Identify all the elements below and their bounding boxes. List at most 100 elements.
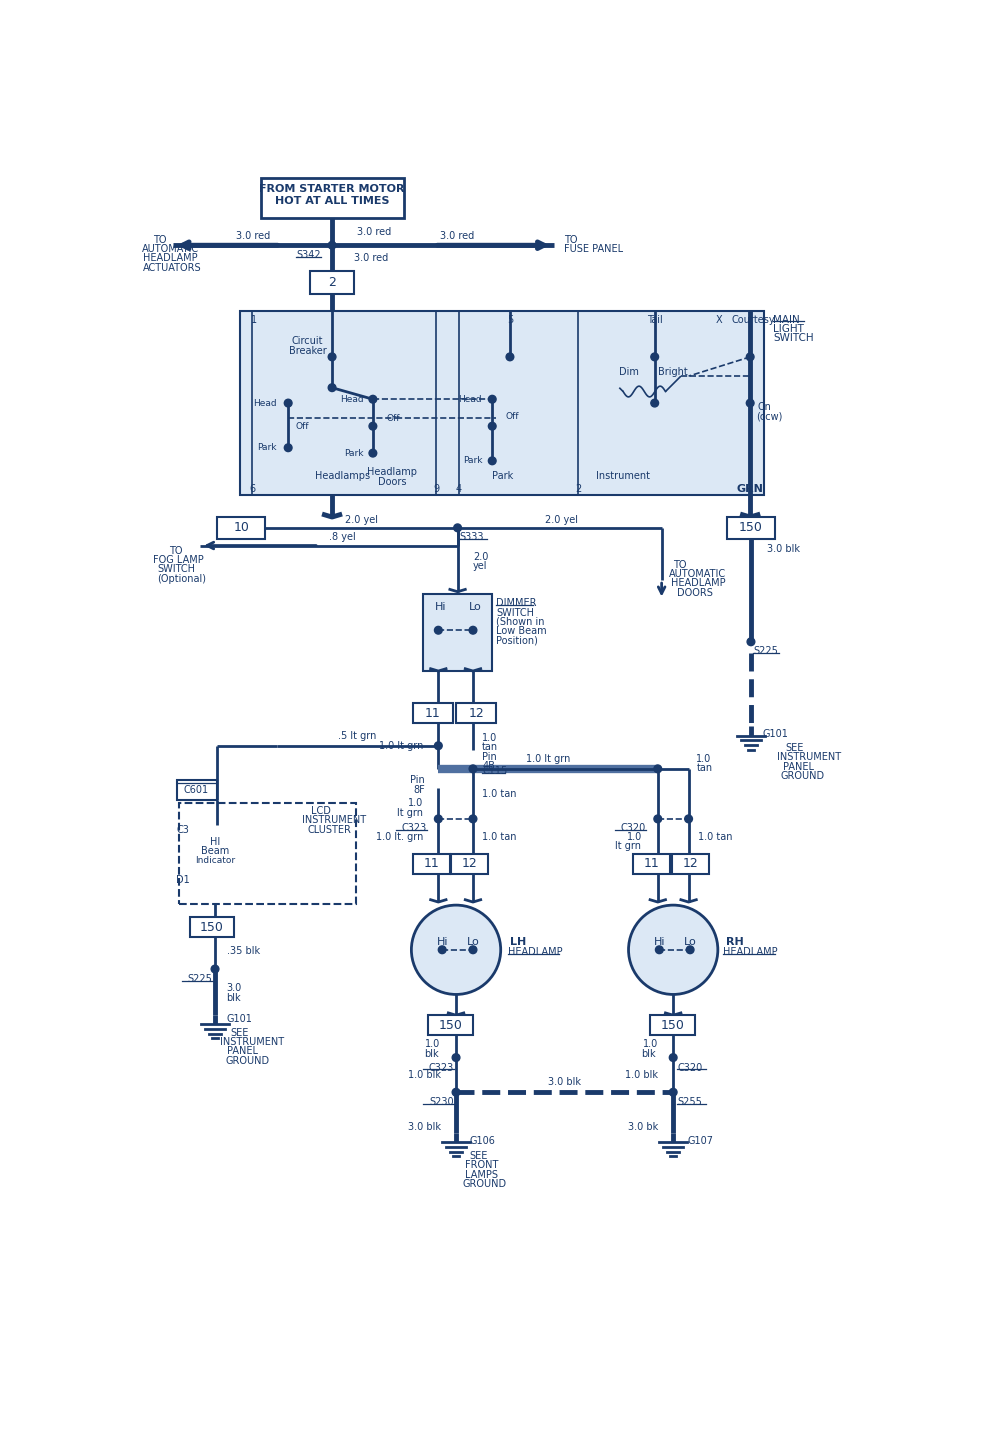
Bar	[310, 271, 354, 294]
Circle shape	[746, 399, 754, 407]
Bar	[727, 518, 775, 539]
Text: Head: Head	[458, 394, 482, 404]
Text: C323: C323	[429, 1063, 453, 1073]
Text: S255: S255	[677, 1097, 702, 1107]
Text: HEADLAMP: HEADLAMP	[144, 254, 198, 264]
Text: 8F: 8F	[414, 784, 426, 794]
Text: 1.0: 1.0	[408, 799, 423, 809]
Text: 3.0 blk: 3.0 blk	[767, 545, 801, 555]
Text: Park: Park	[344, 449, 364, 457]
Text: Head: Head	[253, 399, 277, 407]
Text: 3.0 blk: 3.0 blk	[408, 1121, 440, 1131]
Text: RH: RH	[725, 936, 743, 946]
Text: GROUND: GROUND	[225, 1055, 269, 1065]
Text: LCD: LCD	[311, 806, 331, 816]
Text: S333: S333	[459, 532, 484, 542]
Text: TO: TO	[563, 235, 577, 245]
Text: Hi: Hi	[434, 602, 446, 612]
Text: HEADLAMP: HEADLAMP	[508, 946, 562, 956]
Text: 1.0 blk: 1.0 blk	[408, 1070, 440, 1080]
Text: TO: TO	[169, 546, 183, 556]
Bar	[633, 853, 671, 873]
Text: FUSE PANEL: FUSE PANEL	[563, 244, 623, 254]
Text: 12: 12	[462, 858, 478, 870]
Text: 1.0: 1.0	[426, 1040, 440, 1050]
Text: 11: 11	[644, 858, 660, 870]
Text: INSTRUMENT: INSTRUMENT	[777, 753, 841, 763]
Text: SEE: SEE	[230, 1028, 249, 1038]
Circle shape	[686, 946, 694, 954]
Circle shape	[452, 1054, 460, 1061]
Text: Tail: Tail	[647, 315, 663, 326]
Circle shape	[211, 965, 219, 972]
Text: S230: S230	[430, 1097, 453, 1107]
Text: 1.0: 1.0	[643, 1040, 658, 1050]
Text: 3.0 red: 3.0 red	[353, 254, 388, 264]
Text: G101: G101	[226, 1014, 252, 1024]
Text: G106: G106	[469, 1136, 495, 1146]
Text: G107: G107	[687, 1136, 713, 1146]
Text: Pin: Pin	[411, 776, 426, 786]
Text: 1.0 tan: 1.0 tan	[482, 832, 517, 842]
Text: Hi: Hi	[436, 936, 448, 946]
Text: 1.0 lt grn: 1.0 lt grn	[379, 741, 423, 751]
Circle shape	[285, 445, 292, 452]
Text: 150: 150	[438, 1018, 462, 1031]
Text: CLUSTER: CLUSTER	[308, 825, 351, 835]
Bar	[423, 594, 492, 671]
Text: 12: 12	[468, 707, 484, 720]
Text: 150: 150	[739, 522, 763, 535]
Text: DOORS: DOORS	[677, 588, 713, 598]
Text: HI: HI	[210, 837, 220, 847]
Text: 3.0 red: 3.0 red	[357, 227, 392, 237]
Circle shape	[434, 815, 442, 823]
Text: 6: 6	[249, 485, 255, 495]
Text: X: X	[716, 315, 723, 326]
Circle shape	[434, 627, 442, 634]
Bar	[177, 780, 216, 800]
Circle shape	[651, 399, 659, 407]
Text: 3.0 blk: 3.0 blk	[549, 1077, 581, 1087]
Text: 3.0 red: 3.0 red	[236, 231, 271, 241]
Bar	[261, 178, 404, 218]
Text: Indicator: Indicator	[195, 856, 235, 865]
Text: blk: blk	[642, 1048, 657, 1058]
Circle shape	[506, 353, 514, 361]
Bar	[179, 803, 356, 903]
Text: 3.0 bk: 3.0 bk	[628, 1121, 658, 1131]
Text: 4B: 4B	[482, 761, 495, 770]
Bar	[189, 918, 234, 938]
Text: Circuit: Circuit	[292, 337, 323, 347]
Text: 3.0: 3.0	[226, 984, 242, 994]
Circle shape	[438, 946, 446, 954]
Text: GRN: GRN	[737, 485, 764, 495]
Text: HOT AT ALL TIMES: HOT AT ALL TIMES	[275, 196, 389, 206]
Text: Off: Off	[296, 422, 309, 430]
Circle shape	[684, 815, 692, 823]
Text: Lo: Lo	[469, 602, 482, 612]
Text: Park: Park	[492, 472, 513, 482]
Circle shape	[656, 946, 664, 954]
Text: GROUND: GROUND	[463, 1179, 507, 1189]
Bar	[672, 853, 708, 873]
Text: DIMMER: DIMMER	[496, 598, 537, 608]
Text: 1.0: 1.0	[627, 832, 643, 842]
Circle shape	[747, 638, 755, 645]
Text: yel: yel	[473, 561, 487, 571]
Text: S225: S225	[753, 647, 778, 655]
Text: Dim: Dim	[619, 367, 639, 377]
Text: TO: TO	[674, 559, 686, 569]
Bar	[413, 853, 450, 873]
Text: Park: Park	[257, 443, 277, 452]
Bar	[456, 704, 496, 723]
Text: Headlamp: Headlamp	[367, 467, 417, 478]
Text: Off: Off	[387, 414, 400, 423]
Text: SEE: SEE	[469, 1152, 487, 1162]
Text: blk: blk	[425, 1048, 439, 1058]
Text: 3.0 red: 3.0 red	[440, 231, 475, 241]
Text: 10: 10	[233, 522, 249, 535]
Text: 9: 9	[433, 485, 439, 495]
Text: D1: D1	[176, 876, 189, 885]
Text: 2.0: 2.0	[473, 552, 488, 562]
Text: (Optional): (Optional)	[158, 574, 206, 584]
